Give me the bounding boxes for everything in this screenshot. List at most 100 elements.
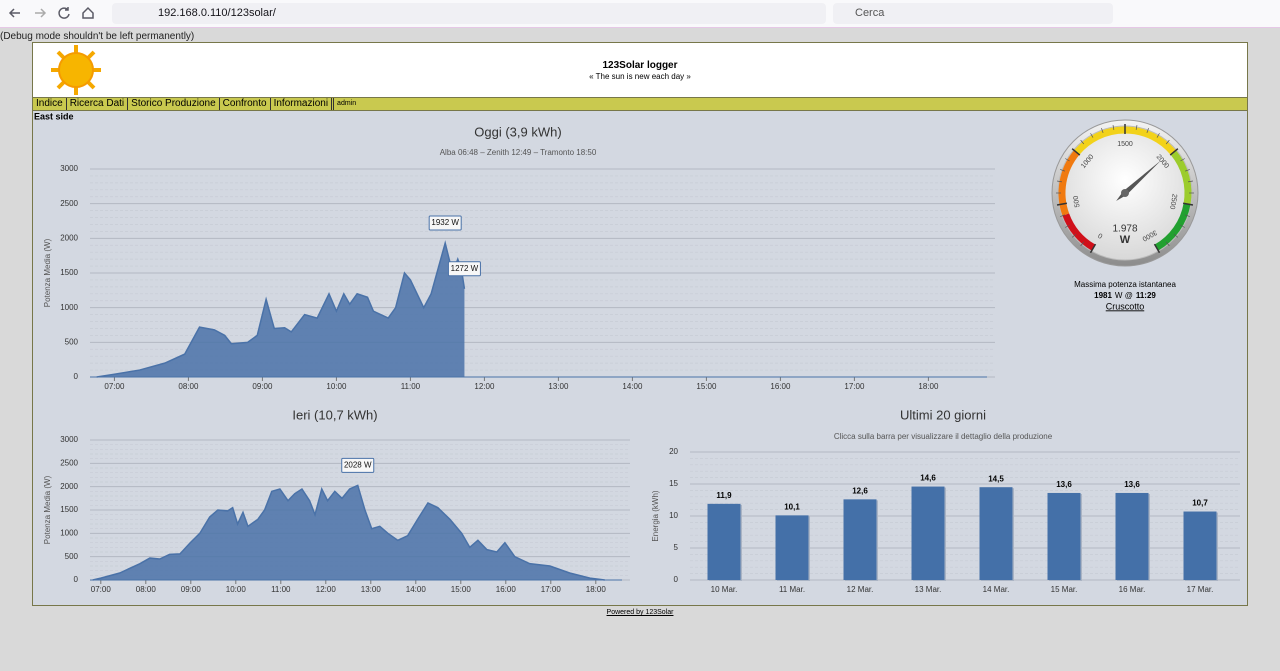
y-tick-label: 0 [74, 575, 79, 584]
gauge-tick-label: 1500 [1117, 141, 1133, 148]
bar[interactable] [775, 515, 809, 580]
footer-link[interactable]: Powered by 123Solar [606, 609, 674, 616]
tooltip-box [341, 457, 375, 473]
area-line [92, 484, 605, 581]
y-tick-label: 1000 [60, 528, 78, 537]
data-label: 14,5 [988, 474, 1004, 483]
gauge-minor-tick [1060, 169, 1065, 172]
y-tick-label: 0 [74, 372, 79, 381]
url[interactable]: 192.168.0.110/123solar/ [158, 7, 276, 19]
gauge-minor-tick [1146, 128, 1149, 133]
gauge-minor-tick [1135, 124, 1138, 131]
search-bar[interactable]: Cerca [833, 3, 1113, 24]
menu-item[interactable]: Confronto [218, 98, 270, 110]
x-tick-label: 07:00 [91, 585, 112, 594]
x-tick-label: 07:00 [104, 382, 125, 391]
x-tick-label: 12 Mar. [847, 585, 874, 594]
bar[interactable] [911, 486, 945, 580]
gauge-band [1058, 150, 1080, 216]
gauge-minor-tick [1071, 233, 1077, 238]
chart-title: Ieri (10,7 kWh) [292, 407, 377, 422]
y-axis-title: Energia (kWh) [651, 490, 660, 541]
bar[interactable] [707, 503, 741, 580]
y-tick-label: 3000 [60, 435, 78, 444]
home[interactable] [82, 6, 94, 19]
y-tick-label: 15 [669, 479, 678, 488]
menu-item[interactable]: Indice [36, 98, 63, 109]
gauge-tick [1089, 243, 1097, 254]
debug-notice: (Debug mode shouldn't be left permanentl… [0, 31, 195, 42]
x-tick-label: 16:00 [496, 585, 517, 594]
menu-item[interactable]: admin [331, 98, 359, 110]
data-label: 14,6 [920, 474, 936, 483]
gauge-minor-tick [1180, 158, 1185, 162]
y-tick-label: 500 [65, 337, 79, 346]
bar[interactable] [1047, 492, 1081, 580]
menu-item[interactable]: Storico Produzione [127, 98, 219, 110]
y-tick-label: 2500 [60, 458, 78, 467]
x-tick-label: 17:00 [541, 585, 562, 594]
peak-line: 1981 W @11:29 [1094, 291, 1156, 300]
forward[interactable] [35, 8, 47, 18]
x-tick-label: 08:00 [136, 585, 157, 594]
x-tick-label: 18:00 [586, 585, 607, 594]
nav-buttons[interactable] [0, 0, 110, 27]
data-label: 11,9 [716, 491, 732, 500]
gauge-unit: W [1120, 234, 1131, 246]
y-axis-title: Potenza Media (W) [43, 475, 52, 544]
gauge-minor-tick [1165, 139, 1170, 145]
x-tick-label: 16 Mar. [1119, 585, 1146, 594]
x-tick-label: 10 Mar. [711, 585, 738, 594]
menu-item[interactable]: Ricerca Dati [65, 98, 127, 110]
menu-item[interactable]: Informazioni [269, 98, 331, 110]
x-tick-label: 11 Mar. [779, 585, 805, 594]
gauge-minor-tick [1080, 241, 1085, 247]
x-tick-label: 12:00 [474, 382, 495, 391]
data-label: 10,1 [784, 502, 800, 511]
x-tick-label: 10:00 [326, 382, 347, 391]
data-label: 12,6 [852, 486, 868, 495]
gauge-tick-label: 2500 [1168, 193, 1178, 210]
bar[interactable] [1183, 511, 1217, 580]
browser-toolbar: 192.168.0.110/123solar/ Cerca [0, 0, 1280, 28]
reload[interactable] [58, 7, 70, 19]
chart-subtitle: Clicca sulla barra per visualizzare il d… [834, 432, 1053, 441]
data-label: 1272 W [451, 264, 479, 273]
search-placeholder[interactable]: Cerca [855, 7, 885, 19]
y-tick-label: 0 [674, 575, 679, 584]
tooltip-box [447, 261, 481, 277]
y-tick-label: 500 [65, 552, 79, 561]
y-tick-label: 2000 [60, 482, 78, 491]
data-label: 13,6 [1056, 480, 1072, 489]
y-axis-title: Potenza Media (W) [43, 238, 52, 307]
back[interactable] [8, 8, 20, 18]
chart-subtitle: Alba 06:48 – Zenith 12:49 – Tramonto 18:… [440, 148, 597, 157]
tooltip-box [428, 215, 462, 231]
gauge-minor-tick [1180, 224, 1185, 228]
sun-logo [51, 45, 101, 95]
site-subtitle: « The sun is new each day » [589, 72, 691, 81]
y-tick-label: 10 [669, 511, 678, 520]
dashboard-link[interactable]: Cruscotto [1106, 301, 1145, 311]
url-bar[interactable]: 192.168.0.110/123solar/ [112, 3, 826, 24]
gauge-tick [1071, 148, 1081, 156]
data-label: 1932 W [431, 218, 459, 227]
peak-time: 11:29 [1136, 291, 1157, 300]
gauge-minor-tick [1080, 139, 1085, 145]
gauge-minor-tick [1187, 180, 1194, 183]
gauge-tick-label: 0 [1097, 231, 1104, 239]
bar[interactable] [1115, 492, 1149, 580]
gauge-tick-label: 500 [1073, 195, 1082, 208]
x-tick-label: 15 Mar. [1051, 585, 1078, 594]
x-tick-label: 14 Mar. [983, 585, 1010, 594]
bar[interactable] [979, 487, 1013, 580]
y-tick-label: 2500 [60, 199, 78, 208]
chart-title: Ultimi 20 giorni [900, 407, 986, 422]
gauge-minor-tick [1165, 241, 1170, 247]
x-tick-label: 11:00 [401, 382, 421, 391]
bar[interactable] [843, 499, 877, 580]
site-title: 123Solar logger [602, 60, 678, 71]
x-tick-label: 18:00 [918, 382, 939, 391]
gauge-minor-tick [1112, 124, 1115, 131]
menu: Indice Ricerca Dati Storico Produzione Conf… [33, 98, 1247, 111]
